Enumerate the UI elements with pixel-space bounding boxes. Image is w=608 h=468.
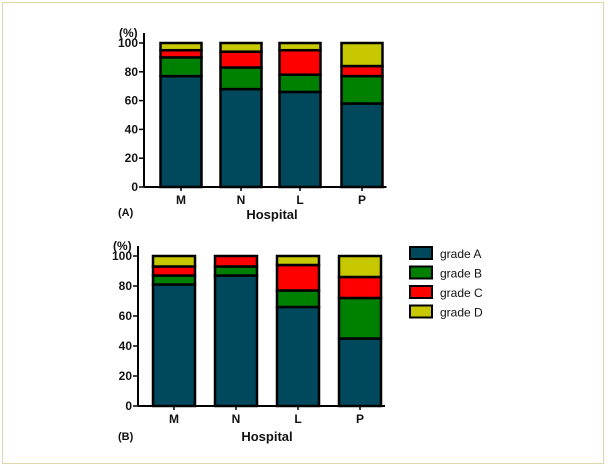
x-axis-label: Hospital [246, 207, 297, 222]
bar-grade-A-M [159, 74, 203, 189]
x-tick-label: N [237, 193, 246, 207]
bar-grade-D-N [219, 41, 263, 53]
bar-grade-C-P [337, 275, 383, 300]
bar-grade-C-L [275, 263, 321, 292]
bar-grade-C-L [278, 48, 322, 76]
legend-swatch-grade-C [409, 285, 433, 299]
x-tick-label: P [358, 193, 366, 207]
y-tick-label: 40 [119, 339, 133, 353]
bar-grade-A-P [337, 337, 383, 408]
legend-label: grade D [440, 306, 483, 320]
x-tick-label: N [232, 412, 241, 426]
bar-grade-A-L [278, 90, 322, 189]
y-tick-label: 0 [125, 399, 132, 413]
y-tick-label: 40 [125, 122, 139, 136]
bar-grade-A-L [275, 305, 321, 408]
x-tick-label: P [356, 412, 364, 426]
y-tick-label: 100 [118, 36, 138, 50]
bar-grade-B-P [337, 296, 383, 340]
bar-grade-C-N [213, 254, 259, 268]
x-axis-label: Hospital [241, 429, 292, 444]
bar-grade-A-N [219, 87, 263, 189]
legend-label: grade B [440, 267, 482, 281]
x-tick-label: M [176, 193, 186, 207]
bar-grade-B-P [340, 74, 384, 105]
bar-grade-D-M [159, 41, 203, 52]
bar-grade-A-P [340, 102, 384, 189]
bar-grade-C-M [151, 265, 197, 277]
y-tick-label: 80 [125, 65, 139, 79]
bar-grade-B-M [159, 56, 203, 78]
y-tick-label: 80 [119, 279, 133, 293]
y-axis-label: (%) [119, 26, 138, 40]
x-tick-label: M [169, 412, 179, 426]
bar-grade-D-P [340, 41, 384, 68]
legend-label: grade C [440, 286, 483, 300]
y-tick-label: 20 [119, 369, 133, 383]
panel-label: (B) [118, 431, 134, 443]
bar-grade-D-L [278, 41, 322, 52]
x-tick-label: L [296, 193, 303, 207]
bar-grade-B-M [151, 274, 197, 286]
y-tick-label: 0 [131, 180, 138, 194]
bar-grade-C-P [340, 64, 384, 78]
bar-grade-D-M [151, 254, 197, 268]
y-tick-label: 100 [112, 249, 132, 263]
bar-grade-A-N [213, 274, 259, 408]
legend-label: grade A [440, 247, 481, 261]
y-tick-label: 60 [119, 309, 133, 323]
bar-grade-B-L [278, 73, 322, 94]
bar-grade-C-N [219, 50, 263, 69]
bar-grade-D-L [275, 254, 321, 267]
bar-grade-B-N [213, 265, 259, 277]
legend-swatch-grade-D [409, 304, 433, 319]
x-tick-label: L [294, 412, 301, 426]
bar-grade-B-L [275, 289, 321, 309]
y-axis-label: (%) [113, 239, 132, 253]
y-tick-label: 60 [125, 94, 139, 108]
bar-grade-A-M [151, 283, 197, 408]
figure-frame [2, 2, 604, 464]
y-tick-label: 20 [125, 151, 139, 165]
bar-grade-B-N [219, 66, 263, 91]
legend-swatch-grade-A [409, 246, 433, 260]
panel-label: (A) [118, 207, 134, 219]
legend-swatch-grade-B [409, 265, 433, 280]
bar-grade-D-P [337, 254, 383, 279]
